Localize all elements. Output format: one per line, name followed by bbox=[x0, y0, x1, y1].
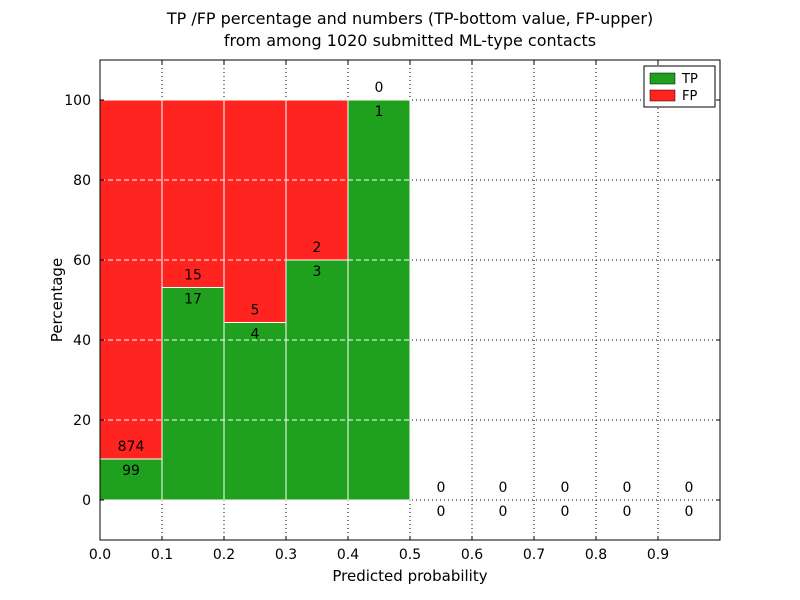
bar-fp-segment bbox=[223, 99, 287, 323]
tp-count-label: 0 bbox=[685, 504, 694, 520]
x-tick-label: 0.6 bbox=[461, 547, 483, 563]
tp-count-label: 4 bbox=[251, 326, 260, 342]
y-tick-label: 0 bbox=[82, 493, 91, 509]
tp-count-label: 1 bbox=[375, 104, 384, 120]
tp-count-label: 17 bbox=[184, 292, 202, 308]
x-tick-label: 0.4 bbox=[337, 547, 359, 563]
fp-count-label: 15 bbox=[184, 268, 202, 284]
fp-count-label: 0 bbox=[499, 480, 508, 496]
fp-count-label: 0 bbox=[623, 480, 632, 496]
legend-swatch-fp bbox=[649, 89, 676, 102]
legend-label-fp: FP bbox=[682, 89, 697, 104]
legend-label-tp: TP bbox=[681, 72, 698, 87]
x-tick-label: 0.3 bbox=[275, 547, 297, 563]
tp-count-label: 0 bbox=[437, 504, 446, 520]
bar-tp-segment bbox=[347, 99, 411, 501]
bar-tp-segment bbox=[223, 321, 287, 501]
x-tick-label: 0.9 bbox=[647, 547, 669, 563]
bar-fp-segment bbox=[99, 99, 163, 460]
tp-count-label: 0 bbox=[623, 504, 632, 520]
tp-count-label: 0 bbox=[499, 504, 508, 520]
y-tick-label: 20 bbox=[73, 413, 91, 429]
x-tick-label: 0.1 bbox=[151, 547, 173, 563]
fp-count-label: 874 bbox=[118, 439, 145, 455]
x-tick-label: 0.0 bbox=[89, 547, 111, 563]
y-tick-label: 40 bbox=[73, 333, 91, 349]
tp-count-label: 3 bbox=[313, 264, 322, 280]
y-tick-label: 60 bbox=[73, 253, 91, 269]
fp-count-label: 0 bbox=[375, 80, 384, 96]
fp-count-label: 2 bbox=[313, 240, 322, 256]
x-axis-label: Predicted probability bbox=[332, 567, 488, 585]
fp-count-label: 5 bbox=[251, 302, 260, 318]
tp-count-label: 0 bbox=[561, 504, 570, 520]
y-tick-label: 100 bbox=[64, 93, 91, 109]
bar-fp-segment bbox=[161, 99, 225, 289]
y-tick-label: 80 bbox=[73, 173, 91, 189]
chart-title-line-2: from among 1020 submitted ML-type contac… bbox=[223, 31, 597, 50]
tp-count-label: 99 bbox=[122, 463, 140, 479]
x-tick-label: 0.7 bbox=[523, 547, 545, 563]
chart-title-line-1: TP /FP percentage and numbers (TP-bottom… bbox=[166, 9, 654, 28]
fp-count-label: 0 bbox=[685, 480, 694, 496]
fp-count-label: 0 bbox=[437, 480, 446, 496]
x-tick-label: 0.5 bbox=[399, 547, 421, 563]
bar-tp-segment bbox=[285, 259, 349, 501]
fp-count-label: 0 bbox=[561, 480, 570, 496]
x-tick-label: 0.2 bbox=[213, 547, 235, 563]
bar-tp-segment bbox=[161, 287, 225, 501]
x-tick-label: 0.8 bbox=[585, 547, 607, 563]
legend-swatch-tp bbox=[649, 72, 676, 85]
